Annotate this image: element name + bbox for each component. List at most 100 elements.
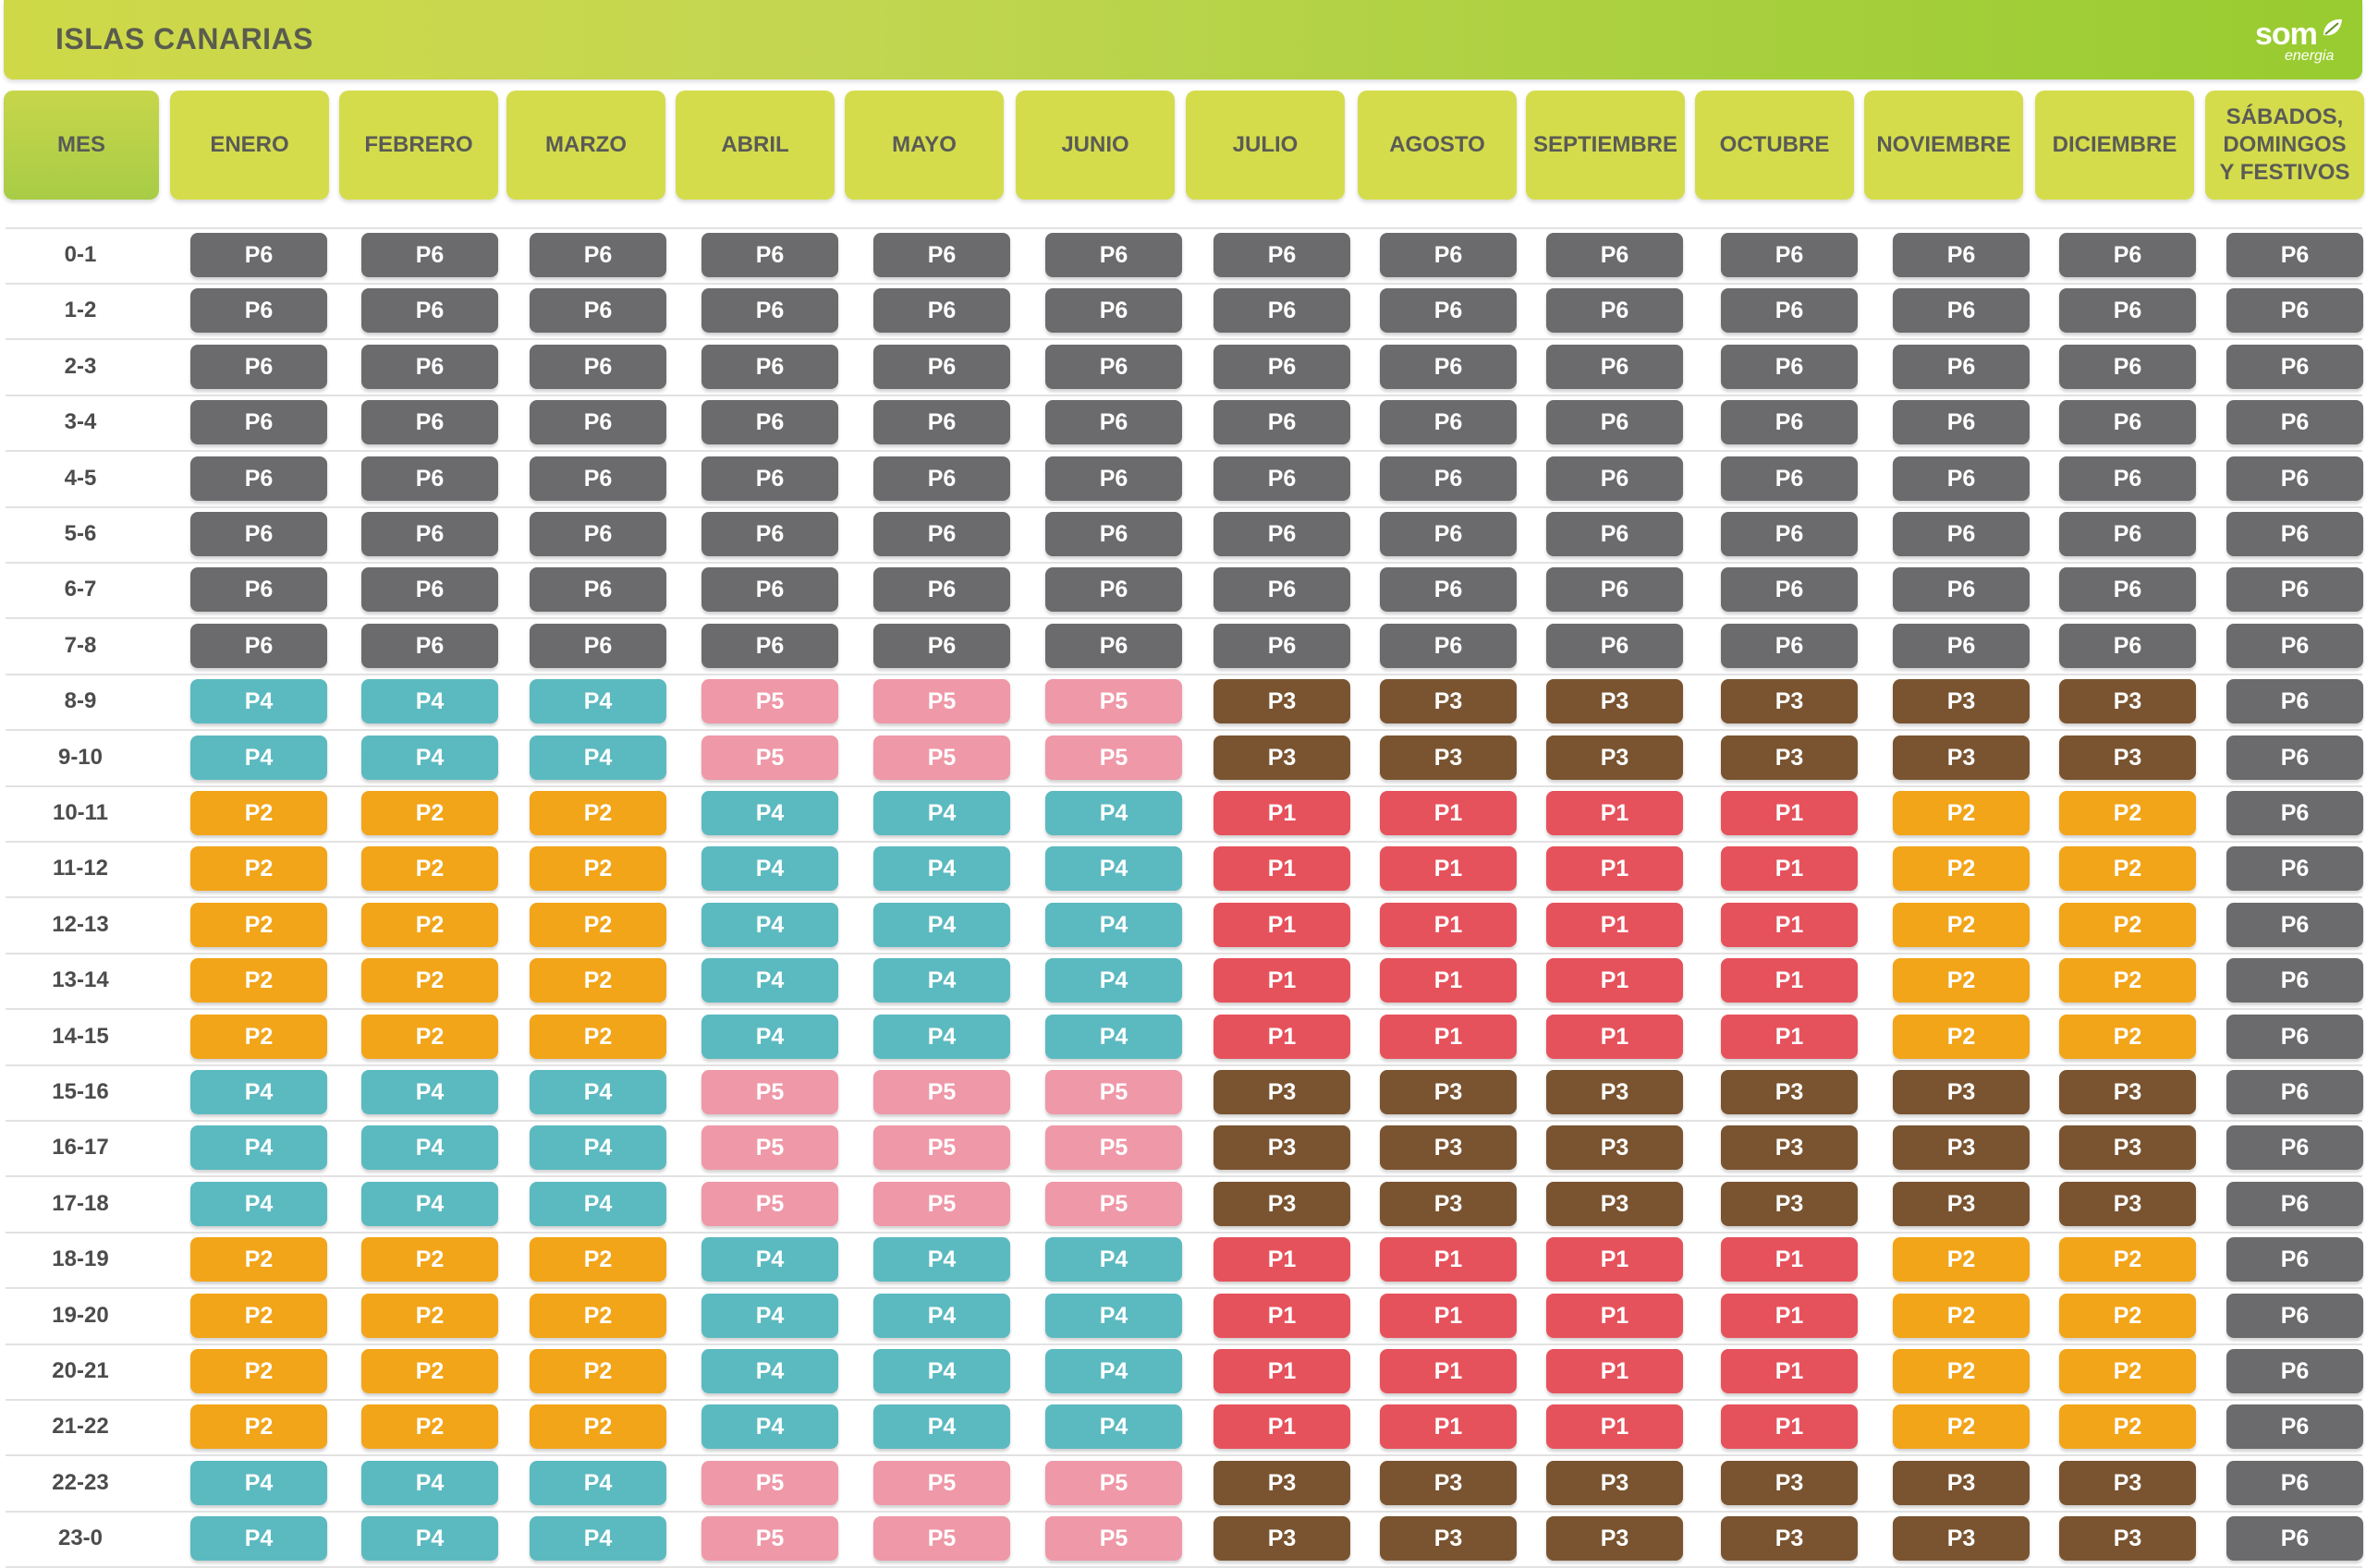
period-badge: P4 (873, 1404, 1010, 1449)
period-badge: P2 (2059, 958, 2196, 1003)
period-badge: P4 (361, 1070, 498, 1114)
header-month-10: NOVIEMBRE (1864, 91, 2023, 200)
period-badge: P4 (361, 679, 498, 723)
period-badge: P6 (701, 400, 838, 444)
period-badge: P6 (1213, 288, 1350, 333)
period-badge: P6 (2226, 791, 2363, 835)
period-badge: P3 (1213, 1461, 1350, 1505)
period-badge: P6 (1546, 567, 1683, 612)
period-badge: P2 (1893, 1015, 2030, 1059)
period-badge: P1 (1721, 1349, 1858, 1393)
period-badge: P6 (2226, 345, 2363, 389)
period-badge: P1 (1380, 791, 1517, 835)
period-badge: P6 (1380, 512, 1517, 556)
hour-label: 16-17 (52, 1135, 109, 1160)
period-badge: P3 (1546, 1461, 1683, 1505)
period-badge: P3 (1213, 1125, 1350, 1170)
period-badge: P6 (1380, 567, 1517, 612)
period-badge: P6 (530, 288, 666, 333)
hour-label: 17-18 (52, 1191, 109, 1216)
period-badge: P1 (1213, 903, 1350, 947)
leaf-icon (2323, 18, 2342, 36)
period-badge: P6 (2226, 735, 2363, 780)
period-badge: P5 (873, 1182, 1010, 1226)
period-badge: P1 (1380, 1015, 1517, 1059)
period-badge: P1 (1380, 846, 1517, 891)
period-badge: P6 (1546, 456, 1683, 501)
period-badge: P5 (701, 1461, 838, 1505)
period-badge: P2 (1893, 958, 2030, 1003)
period-badge: P3 (2059, 1182, 2196, 1226)
period-badge: P1 (1213, 1404, 1350, 1449)
period-badge: P2 (190, 1015, 327, 1059)
period-badge: P4 (1045, 1404, 1182, 1449)
period-badge: P6 (2226, 846, 2363, 891)
period-badge: P2 (530, 846, 666, 891)
header-month-1: FEBRERO (339, 91, 498, 200)
period-badge: P6 (2226, 400, 2363, 444)
row-divider (6, 1399, 2362, 1401)
period-badge: P4 (873, 958, 1010, 1003)
hour-label: 2-3 (64, 354, 97, 379)
period-badge: P2 (361, 903, 498, 947)
period-badge: P6 (361, 288, 498, 333)
row-divider (6, 227, 2362, 229)
period-badge: P1 (1721, 791, 1858, 835)
period-badge: P6 (1721, 512, 1858, 556)
period-badge: P3 (1893, 1461, 2030, 1505)
period-badge: P2 (530, 791, 666, 835)
period-badge: P2 (530, 1349, 666, 1393)
period-badge: P6 (701, 233, 838, 277)
period-badge: P2 (190, 958, 327, 1003)
period-badge: P6 (1045, 512, 1182, 556)
period-badge: P6 (1380, 624, 1517, 668)
hour-label: 10-11 (52, 800, 109, 825)
period-badge: P3 (1721, 1182, 1858, 1226)
period-badge: P1 (1721, 1294, 1858, 1338)
period-badge: P2 (530, 958, 666, 1003)
period-badge: P3 (2059, 735, 2196, 780)
period-badge: P2 (361, 1349, 498, 1393)
period-badge: P1 (1546, 1237, 1683, 1282)
period-badge: P2 (361, 958, 498, 1003)
period-badge: P6 (190, 512, 327, 556)
header-month-8: SEPTIEMBRE (1526, 91, 1685, 200)
period-badge: P6 (1721, 624, 1858, 668)
period-badge: P2 (530, 1015, 666, 1059)
period-badge: P3 (1380, 1461, 1517, 1505)
row-divider (6, 1287, 2362, 1289)
period-badge: P3 (1721, 735, 1858, 780)
row-divider (6, 395, 2362, 396)
period-badge: P6 (1546, 512, 1683, 556)
period-badge: P6 (701, 456, 838, 501)
period-badge: P6 (2226, 1404, 2363, 1449)
period-badge: P6 (2226, 1461, 2363, 1505)
period-badge: P1 (1721, 846, 1858, 891)
period-badge: P6 (1893, 345, 2030, 389)
period-badge: P5 (1045, 1461, 1182, 1505)
period-badge: P2 (1893, 903, 2030, 947)
row-divider (6, 841, 2362, 843)
period-badge: P4 (1045, 958, 1182, 1003)
period-badge: P3 (1213, 1516, 1350, 1561)
period-badge: P2 (2059, 1404, 2196, 1449)
period-badge: P5 (1045, 679, 1182, 723)
period-badge: P4 (701, 846, 838, 891)
period-badge: P3 (2059, 679, 2196, 723)
period-badge: P6 (873, 400, 1010, 444)
period-badge: P2 (1893, 846, 2030, 891)
period-badge: P2 (361, 791, 498, 835)
period-badge: P3 (1380, 1125, 1517, 1170)
period-badge: P6 (361, 345, 498, 389)
period-badge: P6 (1721, 567, 1858, 612)
period-badge: P6 (2226, 679, 2363, 723)
period-badge: P4 (873, 1349, 1010, 1393)
period-badge: P5 (1045, 1125, 1182, 1170)
period-badge: P2 (1893, 1404, 2030, 1449)
period-badge: P3 (1213, 735, 1350, 780)
logo-word: som (2255, 17, 2318, 52)
header-month-0: ENERO (170, 91, 329, 200)
period-badge: P6 (2059, 400, 2196, 444)
period-badge: P6 (873, 233, 1010, 277)
period-badge: P2 (361, 846, 498, 891)
